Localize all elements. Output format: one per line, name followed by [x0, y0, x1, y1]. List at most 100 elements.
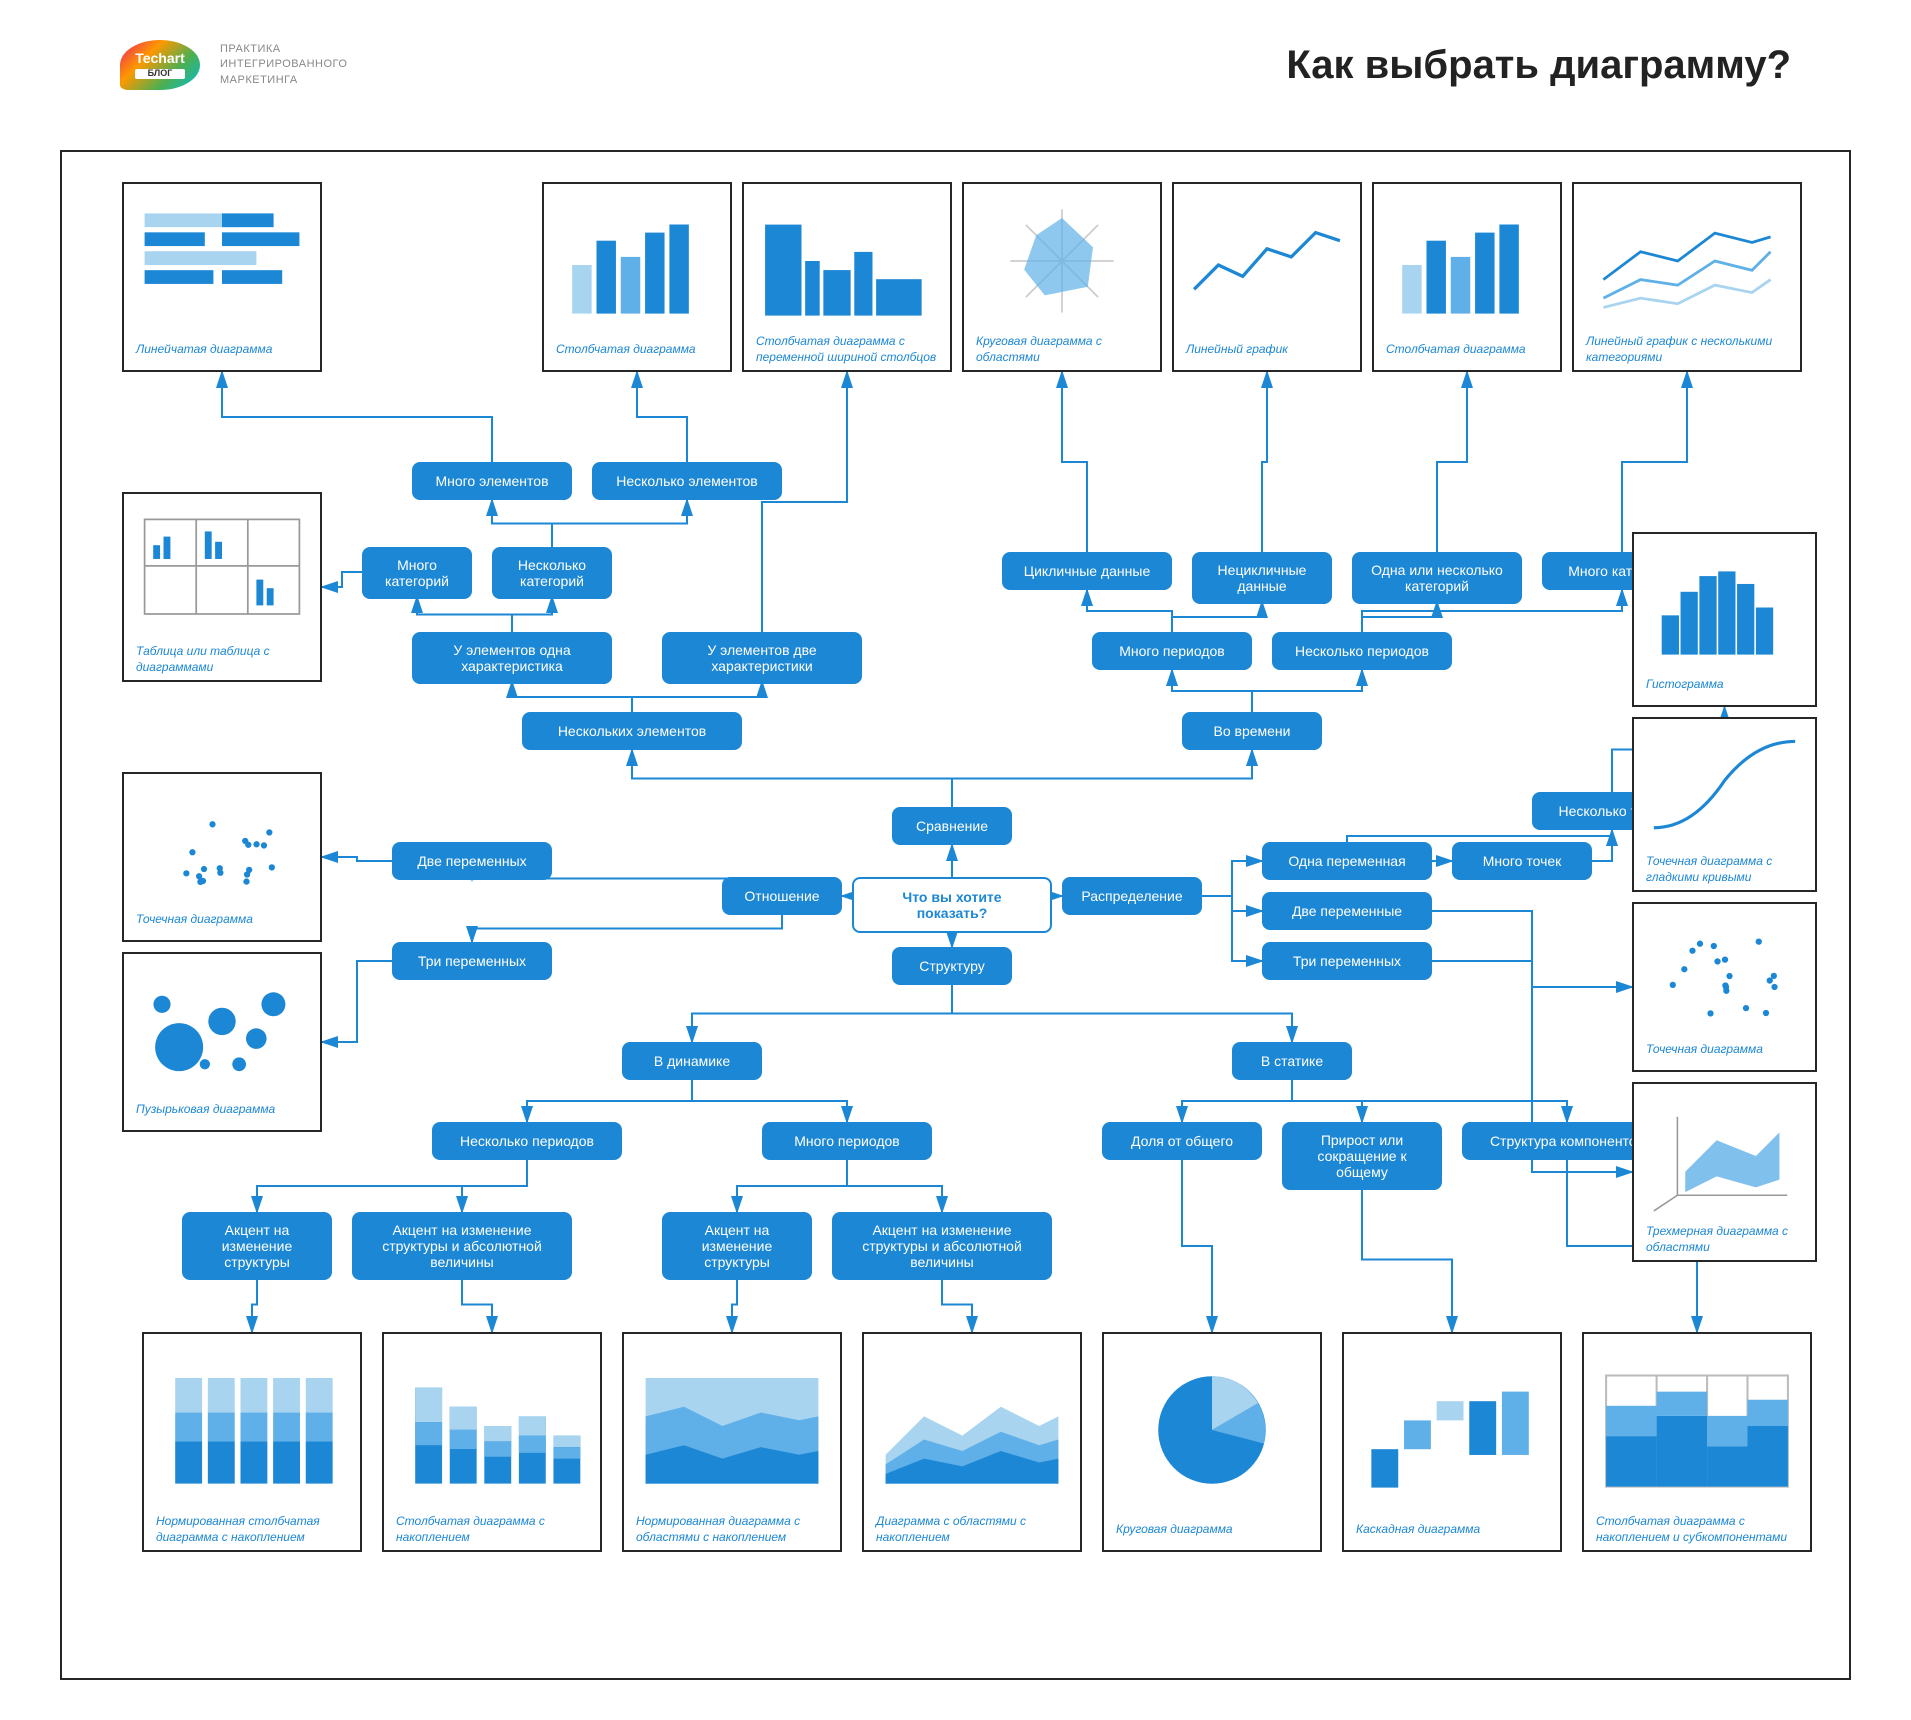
node-one_few_cat: Одна или несколько категорий	[1352, 552, 1522, 604]
chart-thumb-area100	[636, 1346, 828, 1506]
chart-caption: Пузырьковая диаграмма	[136, 1102, 308, 1118]
chart-caption: Гистограмма	[1646, 677, 1803, 693]
chart-thumb-column	[556, 196, 718, 334]
node-growth: Прирост или сокращение к общему	[1282, 1122, 1442, 1190]
chart-thumb-waterfall	[1356, 1346, 1548, 1514]
node-three_vars_l: Три переменных	[392, 942, 552, 980]
node-few_cats: Несколько категорий	[492, 547, 612, 599]
chart-thumb-area3d	[1646, 1096, 1803, 1216]
chart-caption: Линейчатая диаграмма	[136, 342, 308, 358]
chart-caption: Круговая диаграмма с областями	[976, 334, 1148, 365]
chartbox-area100: Нормированная диаграмма с областями с на…	[622, 1332, 842, 1552]
chart-caption: Точечная диаграмма	[1646, 1042, 1803, 1058]
node-few_periods_d: Несколько периодов	[432, 1122, 622, 1160]
chartbox-column1: Столбчатая диаграмма	[542, 182, 732, 372]
node-accent4: Акцент на изменение структуры и абсолютн…	[832, 1212, 1052, 1280]
chartbox-stacked: Столбчатая диаграмма с накоплением	[382, 1332, 602, 1552]
logo-tagline: ПРАКТИКА ИНТЕГРИРОВАННОГО МАРКЕТИНГА	[220, 42, 347, 88]
chart-caption: Столбчатая диаграмма с накоплением и суб…	[1596, 1514, 1798, 1545]
chartbox-waterfall: Каскадная диаграмма	[1342, 1332, 1562, 1552]
chart-caption: Столбчатая диаграмма	[1386, 342, 1548, 358]
node-relation: Отношение	[722, 877, 842, 915]
chart-thumb-line	[1186, 196, 1348, 334]
chart-caption: Диаграмма с областями с накоплением	[876, 1514, 1068, 1545]
chart-thumb-pie	[1116, 1346, 1308, 1514]
chartbox-smooth: Точечная диаграмма с гладкими кривыми	[1632, 717, 1817, 892]
logo-icon: Techart БЛОГ	[120, 40, 200, 90]
chartbox-bar_h: Линейчатая диаграмма	[122, 182, 322, 372]
node-share: Доля от общего	[1102, 1122, 1262, 1160]
node-accent2: Акцент на изменение структуры и абсолютн…	[352, 1212, 572, 1280]
chart-caption: Таблица или таблица с диаграммами	[136, 644, 308, 675]
node-structure: Структуру	[892, 947, 1012, 985]
node-few_elems: Несколько элементов	[592, 462, 782, 500]
node-in_statics: В статике	[1232, 1042, 1352, 1080]
chart-caption: Точечная диаграмма	[136, 912, 308, 928]
chart-caption: Столбчатая диаграмма с накоплением	[396, 1514, 588, 1545]
chartbox-column2: Столбчатая диаграмма	[1372, 182, 1562, 372]
chartbox-varwidth: Столбчатая диаграмма с переменной ширино…	[742, 182, 952, 372]
chartbox-line1: Линейный график	[1172, 182, 1362, 372]
chart-thumb-bubble	[136, 966, 308, 1094]
node-many_periods: Много периодов	[1092, 632, 1252, 670]
chartbox-histogram: Гистограмма	[1632, 532, 1817, 707]
node-accent1: Акцент на изменение структуры	[182, 1212, 332, 1280]
chart-thumb-marimekko	[1596, 1346, 1798, 1506]
chartbox-scatter_l: Точечная диаграмма	[122, 772, 322, 942]
node-in_dynamics: В динамике	[622, 1042, 762, 1080]
chart-thumb-smooth	[1646, 731, 1803, 846]
chart-thumb-stacked	[396, 1346, 588, 1506]
chart-thumb-radar	[976, 196, 1148, 326]
node-many_cats: Много категорий	[362, 547, 472, 599]
node-two_vars_l: Две переменных	[392, 842, 552, 880]
chartbox-stacked100: Нормированная столбчатая диаграмма с нак…	[142, 1332, 362, 1552]
chart-thumb-column	[1386, 196, 1548, 334]
node-distribution: Распределение	[1062, 877, 1202, 915]
node-accent3: Акцент на изменение структуры	[662, 1212, 812, 1280]
diagram-canvas: Что вы хотите показать? Сравнение Отношени…	[60, 150, 1851, 1680]
node-three_vars_r: Три переменных	[1262, 942, 1432, 980]
chartbox-multiline: Линейный график с несколькими категориям…	[1572, 182, 1802, 372]
chart-caption: Столбчатая диаграмма с переменной ширино…	[756, 334, 938, 365]
chart-thumb-scatter	[136, 786, 308, 904]
node-root: Что вы хотите показать?	[852, 877, 1052, 933]
chartbox-marimekko: Столбчатая диаграмма с накоплением и суб…	[1582, 1332, 1812, 1552]
chart-caption: Нормированная диаграмма с областями с на…	[636, 1514, 828, 1545]
chartbox-area_stacked: Диаграмма с областями с накоплением	[862, 1332, 1082, 1552]
chart-caption: Круговая диаграмма	[1116, 1522, 1308, 1538]
chart-caption: Трехмерная диаграмма с областями	[1646, 1224, 1803, 1255]
chart-caption: Каскадная диаграмма	[1356, 1522, 1548, 1538]
node-many_points: Много точек	[1452, 842, 1592, 880]
chartbox-table: Таблица или таблица с диаграммами	[122, 492, 322, 682]
chart-caption: Линейный график	[1186, 342, 1348, 358]
chartbox-pie: Круговая диаграмма	[1102, 1332, 1322, 1552]
chart-caption: Точечная диаграмма с гладкими кривыми	[1646, 854, 1803, 885]
chart-caption: Столбчатая диаграмма	[556, 342, 718, 358]
node-two_char: У элементов две характеристики	[662, 632, 862, 684]
chart-thumb-scatter	[1646, 916, 1803, 1034]
chart-thumb-multiline	[1586, 196, 1788, 326]
chart-thumb-area_st	[876, 1346, 1068, 1506]
chartbox-bubble: Пузырьковая диаграмма	[122, 952, 322, 1132]
chartbox-radar: Круговая диаграмма с областями	[962, 182, 1162, 372]
chart-thumb-histogram	[1646, 546, 1803, 669]
chartbox-area3d: Трехмерная диаграмма с областями	[1632, 1082, 1817, 1262]
node-many_periods_d: Много периодов	[762, 1122, 932, 1160]
chart-caption: Нормированная столбчатая диаграмма с нак…	[156, 1514, 348, 1545]
page-title: Как выбрать диаграмму?	[1286, 43, 1791, 88]
chart-thumb-varwidth	[756, 196, 938, 326]
logo-block: Techart БЛОГ ПРАКТИКА ИНТЕГРИРОВАННОГО М…	[120, 40, 347, 90]
chart-thumb-stacked100	[156, 1346, 348, 1506]
node-several_elements: Нескольких элементов	[522, 712, 742, 750]
chartbox-scatter_r: Точечная диаграмма	[1632, 902, 1817, 1072]
header: Techart БЛОГ ПРАКТИКА ИНТЕГРИРОВАННОГО М…	[0, 40, 1911, 90]
chart-caption: Линейный график с несколькими категориям…	[1586, 334, 1788, 365]
node-one_var: Одна переменная	[1262, 842, 1432, 880]
logo-sub: БЛОГ	[135, 69, 185, 79]
node-in_time: Во времени	[1182, 712, 1322, 750]
node-noncyclic: Нецикличные данные	[1192, 552, 1332, 604]
chart-thumb-table	[136, 506, 308, 636]
node-comparison: Сравнение	[892, 807, 1012, 845]
node-many_elems: Много элементов	[412, 462, 572, 500]
node-few_periods: Несколько периодов	[1272, 632, 1452, 670]
